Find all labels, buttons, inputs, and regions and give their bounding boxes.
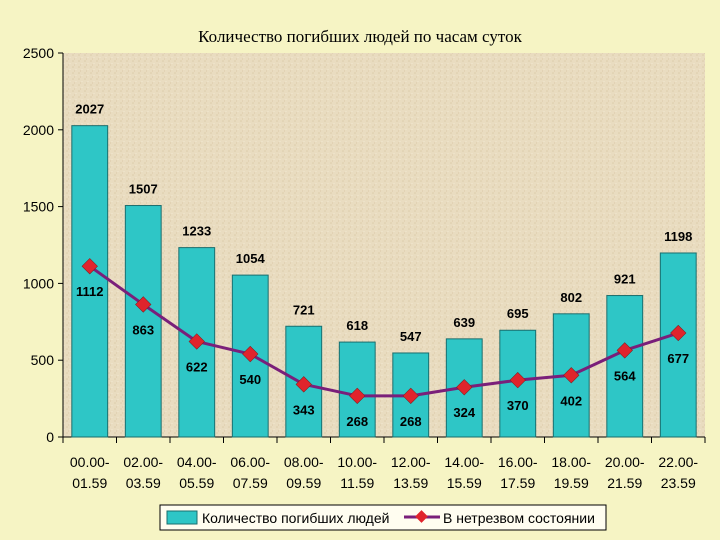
line-point-marker xyxy=(242,345,259,363)
x-tick-label: 10.00- xyxy=(337,454,377,470)
x-tick-label: 15.59 xyxy=(447,475,482,491)
line-point-marker xyxy=(670,324,687,342)
x-tick-label: 19.59 xyxy=(554,475,589,491)
y-tick-label: 2500 xyxy=(23,45,54,61)
line-value-label: 343 xyxy=(293,402,315,417)
line-point-marker xyxy=(402,387,419,404)
x-tick-label: 13.59 xyxy=(393,475,428,491)
x-tick-label: 11.59 xyxy=(340,475,374,491)
line-labels-group: 1112 863 622 540 343 268 268 324 370 402 564 677 xyxy=(76,284,689,429)
bar-value-label: 639 xyxy=(453,315,475,330)
line-value-label: 268 xyxy=(400,414,422,429)
bar-value-label: 618 xyxy=(346,318,368,333)
legend-box xyxy=(159,504,607,531)
bar xyxy=(71,125,109,438)
x-tick-label: 04.00- xyxy=(177,454,217,470)
line-value-label: 564 xyxy=(614,368,636,383)
line-point-marker xyxy=(295,376,312,393)
line-value-label: 540 xyxy=(239,372,261,387)
bar xyxy=(606,295,644,438)
x-tick-label: 07.59 xyxy=(233,475,268,491)
x-tick-label: 06.00- xyxy=(230,454,270,470)
bar-value-label: 802 xyxy=(560,290,582,305)
line-value-label: 677 xyxy=(667,351,689,366)
x-tick-label: 18.00- xyxy=(551,454,591,470)
bar-value-label: 547 xyxy=(400,329,422,344)
legend-bar-label: Количество погибших людей xyxy=(202,510,389,526)
line-series-group xyxy=(81,258,687,404)
line-point-marker xyxy=(81,258,98,275)
y-tick-label: 0 xyxy=(46,429,54,445)
line-point-marker xyxy=(349,387,366,404)
line-value-label: 370 xyxy=(507,398,529,413)
bar-labels-group: 2027 1507 1233 1054 721 618 547 639 695 802 921 119… xyxy=(75,102,692,344)
x-tick-label: 12.00- xyxy=(391,454,431,470)
legend-line-label: В нетрезвом состоянии xyxy=(443,510,595,526)
y-tick-label: 1000 xyxy=(23,275,54,291)
x-tick-label: 14.00- xyxy=(444,454,484,470)
bar-value-label: 1507 xyxy=(129,182,158,197)
bar-value-label: 1233 xyxy=(182,224,211,239)
line-value-label: 402 xyxy=(560,393,582,408)
line-value-label: 268 xyxy=(346,414,368,429)
bar xyxy=(124,205,162,438)
bar xyxy=(231,274,269,438)
bar-value-label: 1198 xyxy=(664,229,692,244)
y-tick-label: 500 xyxy=(31,352,55,368)
x-tick-label: 05.59 xyxy=(179,475,214,491)
legend: Количество погибших людей В нетрезвом со… xyxy=(159,504,607,531)
x-tick-label: 08.00- xyxy=(284,454,324,470)
line-value-label: 1112 xyxy=(76,284,104,299)
bar-value-label: 721 xyxy=(293,302,315,317)
bar-value-label: 921 xyxy=(614,272,636,287)
plot-area xyxy=(63,53,705,437)
line-point-marker xyxy=(616,342,633,359)
x-axis: 00.00- 01.59 02.00- 03.59 04.00- 05.59 06.00- 0… xyxy=(62,436,706,491)
legend-bar-swatch xyxy=(166,510,198,525)
line-point-marker xyxy=(563,367,580,384)
bar-value-label: 1054 xyxy=(236,251,266,266)
y-tick-label: 1500 xyxy=(23,199,54,215)
bar-value-label: 695 xyxy=(507,306,529,321)
x-tick-label: 09.59 xyxy=(286,475,321,491)
line-value-label: 863 xyxy=(132,322,154,337)
line-value-label: 622 xyxy=(186,359,208,374)
x-tick-label: 17.59 xyxy=(500,475,535,491)
x-tick-label: 21.59 xyxy=(607,475,642,491)
bar-value-label: 2027 xyxy=(75,102,104,117)
x-tick-label: 01.59 xyxy=(72,475,107,491)
x-tick-label: 22.00- xyxy=(658,454,698,470)
x-tick-label: 23.59 xyxy=(661,475,696,491)
chart-title: Количество погибших людей по часам суток xyxy=(198,27,522,46)
line-point-marker xyxy=(509,372,526,389)
bar xyxy=(178,247,216,438)
line-point-marker xyxy=(188,333,205,350)
y-tick-label: 2000 xyxy=(23,122,54,138)
x-tick-label: 20.00- xyxy=(605,454,645,470)
line-point-marker xyxy=(135,296,152,313)
y-axis: 0 500 1000 1500 2000 2500 xyxy=(23,45,64,445)
bar xyxy=(659,252,697,438)
x-tick-label: 00.00- xyxy=(70,454,110,470)
x-tick-label: 03.59 xyxy=(126,475,161,491)
line-value-label: 324 xyxy=(453,405,475,420)
line-point-marker xyxy=(456,379,473,396)
x-tick-label: 16.00- xyxy=(498,454,538,470)
line-series-path xyxy=(88,264,679,398)
x-tick-label: 02.00- xyxy=(123,454,163,470)
